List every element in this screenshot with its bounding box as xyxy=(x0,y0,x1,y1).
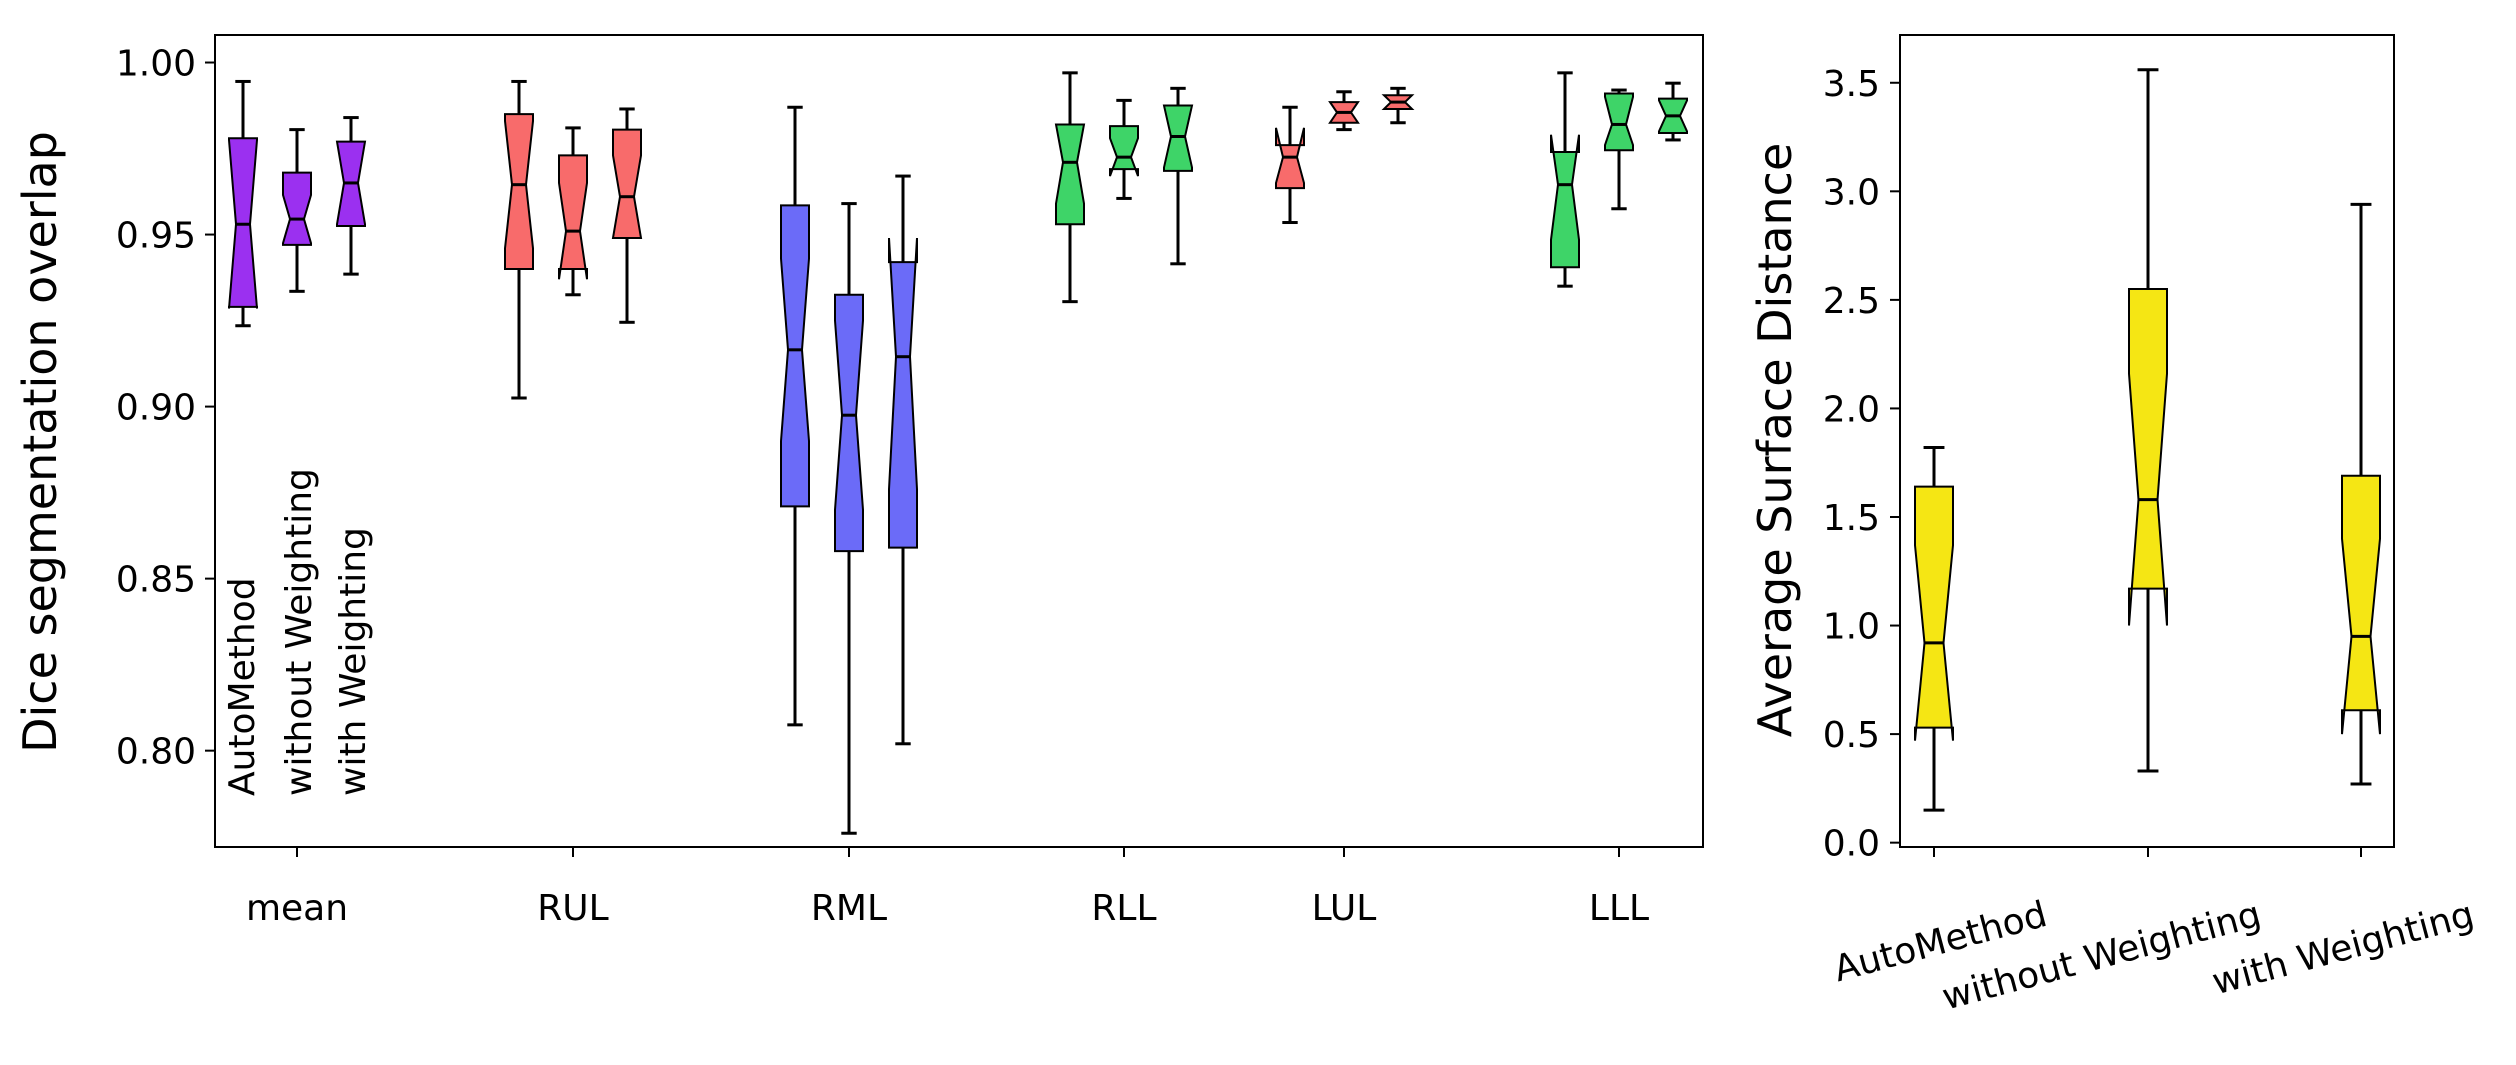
asd-without-weighting-box xyxy=(2128,288,2168,626)
dice-lll-automethod-box-group xyxy=(1550,71,1580,288)
asd-automethod-box xyxy=(1914,485,1954,741)
method-label-without-weighting: without Weighting xyxy=(279,468,320,796)
asd-ytick-label: 0.5 xyxy=(1823,715,1880,756)
dice-rul-without-weighting-box xyxy=(558,154,588,280)
method-label-with-weighting: with Weighting xyxy=(333,527,374,796)
dice-rll-without-weighting-box xyxy=(1109,125,1139,177)
dice-rml-without-weighting-box xyxy=(834,293,864,553)
dice-ytick-label: 0.80 xyxy=(116,732,196,773)
asd-automethod-box-group xyxy=(1914,446,1954,812)
dice-rll-without-weighting-box-group xyxy=(1109,98,1139,200)
category-label-lul: LUL xyxy=(1312,888,1377,929)
dice-rml-with-weighting-box xyxy=(888,237,918,549)
dice-rll-automethod-box xyxy=(1054,123,1086,226)
dice-lul-with-weighting-box-group xyxy=(1381,86,1415,125)
dice-ytick-label: 0.85 xyxy=(116,560,196,601)
dice-rll-with-weighting-box-group xyxy=(1162,86,1194,266)
category-label-rll: RLL xyxy=(1091,888,1156,929)
dice-rul-with-weighting-box xyxy=(611,128,643,239)
dice-rml-automethod-box xyxy=(780,204,810,508)
dice-lul-automethod-box-group xyxy=(1275,105,1305,225)
dice-boxplot-panel: 0.80 0.85 0.90 0.95 1.00 mean RUL RML RLL LUL LLL… xyxy=(13,34,1704,929)
asd-ytick-label: 2.0 xyxy=(1823,389,1880,430)
dice-rul-without-weighting-box-group xyxy=(558,126,588,297)
asd-y-axis-title: Average Surface Distance xyxy=(1748,143,1802,738)
dice-rml-automethod-box-group xyxy=(780,105,810,727)
dice-lll-with-weighting-box-group xyxy=(1658,81,1688,142)
dice-x-axis: mean RUL RML RLL LUL LLL xyxy=(246,847,1649,929)
category-label-rml: RML xyxy=(811,888,887,929)
dice-rul-with-weighting-box-group xyxy=(611,107,643,324)
asd-with-weighting-box-group xyxy=(2341,202,2381,786)
dice-rll-automethod-box-group xyxy=(1054,71,1086,304)
dice-mean-automethod-box-group xyxy=(228,79,258,328)
category-label-mean: mean xyxy=(246,888,348,929)
asd-y-axis: 0.0 0.5 1.0 1.5 2.0 2.5 3.0 3.5 xyxy=(1823,64,1900,865)
dice-mean-without-weighting-box-group xyxy=(282,128,312,293)
dice-rml-with-weighting-box-group xyxy=(888,174,918,746)
dice-lll-without-weighting-box xyxy=(1604,92,1634,152)
dice-lll-automethod-box xyxy=(1550,134,1580,269)
dice-y-axis: 0.80 0.85 0.90 0.95 1.00 xyxy=(116,44,215,773)
asd-boxes xyxy=(1914,68,2381,812)
category-label-rul: RUL xyxy=(537,888,608,929)
dice-boxes xyxy=(228,71,1688,835)
dice-rml-without-weighting-box-group xyxy=(834,202,864,835)
category-label-lll: LLL xyxy=(1589,888,1649,929)
dice-rul-automethod-box-group xyxy=(504,79,534,400)
asd-ytick-label: 1.0 xyxy=(1823,607,1880,648)
asd-ytick-label: 3.5 xyxy=(1823,64,1880,105)
dice-plot-frame xyxy=(214,34,1704,848)
dice-mean-with-weighting-box-group xyxy=(335,116,367,276)
dice-y-axis-title: Dice segmentation overlap xyxy=(13,131,67,753)
dice-ytick-label: 0.90 xyxy=(116,388,196,429)
dice-lll-without-weighting-box-group xyxy=(1604,88,1634,211)
dice-rul-automethod-box xyxy=(504,113,534,270)
dice-lul-without-weighting-box-group xyxy=(1328,90,1360,132)
asd-ytick-label: 2.5 xyxy=(1823,281,1880,322)
asd-ytick-label: 1.5 xyxy=(1823,498,1880,539)
asd-with-weighting-box xyxy=(2341,474,2381,735)
asd-ytick-label: 0.0 xyxy=(1823,824,1880,865)
dice-rll-with-weighting-box xyxy=(1162,104,1194,172)
asd-boxplot-panel: 0.0 0.5 1.0 1.5 2.0 2.5 3.0 3.5 AutoMethodwitho… xyxy=(1748,34,2478,1019)
dice-ytick-label: 0.95 xyxy=(116,216,196,257)
asd-ytick-label: 3.0 xyxy=(1823,172,1880,213)
dice-mean-without-weighting-box xyxy=(282,171,312,246)
dice-ytick-label: 1.00 xyxy=(116,44,196,85)
asd-without-weighting-box-group xyxy=(2128,68,2168,773)
method-label-automethod: AutoMethod xyxy=(222,577,263,796)
